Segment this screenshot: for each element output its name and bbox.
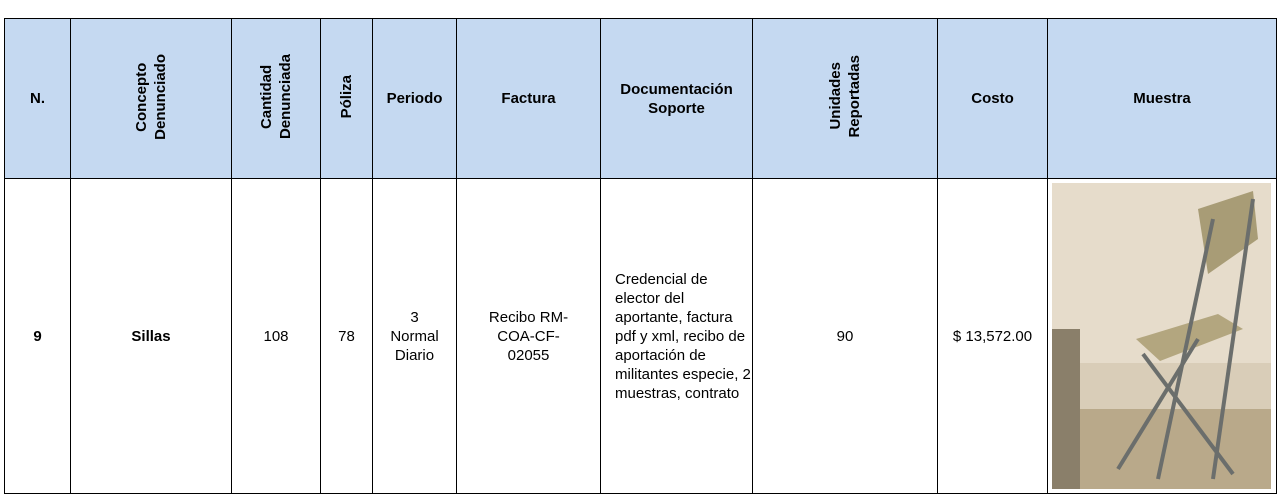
text-line: pdf y xml, recibo de [615,327,746,345]
header-text: Periodo [386,90,443,107]
header-text: Documentación [620,80,733,98]
cell-periodo: 3 Normal Diario [372,178,457,494]
header-cell: Cantidad Denunciada [231,18,321,179]
text-line: Unidades [827,62,844,131]
text-line: Diario [394,346,435,364]
header-text: Soporte [648,99,705,117]
header-cell: Costo [937,18,1048,179]
table: N. Concepto Denunciado Cantidad Denunciada… [4,18,1277,494]
header-cell: N. [4,18,71,179]
header-cell: Concepto Denunciado [70,18,232,179]
header-cell: Muestra [1047,18,1277,179]
cell-costo: $ 13,572.00 [937,178,1048,494]
header-cell: Unidades Reportadas [752,18,938,179]
header-text: Cantidad Denunciada [257,54,295,139]
text-line: COA-CF- [497,327,560,345]
text-line: Concepto [133,61,150,132]
text-line: Cantidad [258,64,275,129]
cell-documentacion: Credencial de elector del aportante, factu… [600,178,753,494]
header-row: N. Concepto Denunciado Cantidad Denunciada… [4,18,1277,179]
header-text: Concepto Denunciado [132,54,170,140]
cell-numero: 9 [4,178,71,494]
text-line: 02055 [507,346,550,364]
header-cell: Factura [456,18,601,179]
text-line: 3 [410,308,419,326]
header-text: Costo [971,90,1014,107]
text-line: muestras, contrato [615,384,740,402]
text-line: aportación de [615,346,706,364]
sample-photo [1052,183,1271,489]
header-text: Póliza [338,74,355,119]
text-line: aportante, factura [615,308,733,326]
header-cell: Documentación Soporte [600,18,753,179]
header-cell: Póliza [320,18,373,179]
text-line: Normal [390,327,439,345]
cell-unidades: 90 [752,178,938,494]
text-line: Reportadas [846,55,863,138]
cell-concepto: Sillas [70,178,232,494]
header-text: Muestra [1133,90,1191,107]
text-line: Recibo RM- [488,308,569,326]
text-line: elector del [615,289,685,307]
text-line: Denunciado [152,53,169,140]
header-text: Factura [501,90,556,107]
cell-factura: Recibo RM- COA-CF- 02055 [456,178,601,494]
text-line: Credencial de [615,270,708,288]
cell-poliza: 78 [320,178,373,494]
header-cell: Periodo [372,18,457,179]
cell-cantidad: 108 [231,178,321,494]
header-text: N. [30,90,45,107]
text-line: Denunciada [277,53,294,140]
cell-muestra [1047,178,1277,494]
header-text: Unidades Reportadas [826,55,864,138]
text-line: militantes especie, 2 [615,365,751,383]
data-row: 9 Sillas 108 78 3 Normal Diario Recibo RM-… [4,178,1277,494]
